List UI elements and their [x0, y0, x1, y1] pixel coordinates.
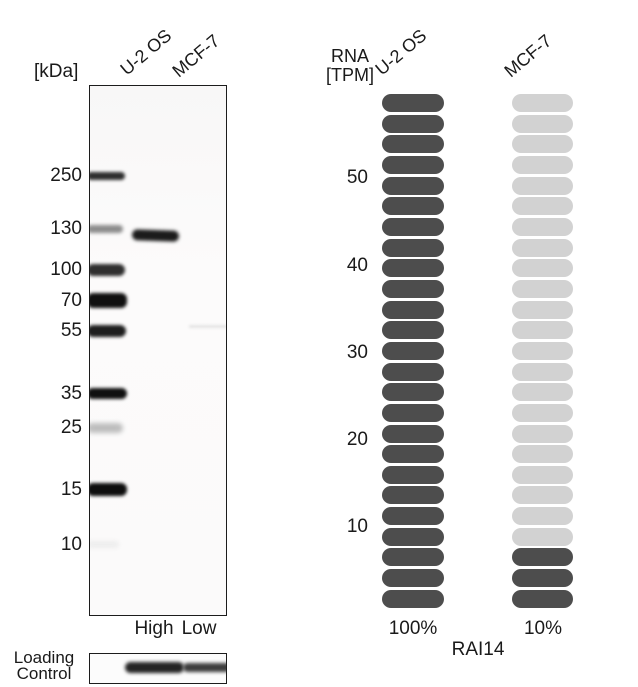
rna-tick-10: 10	[346, 516, 368, 537]
rna-segment-empty	[512, 507, 573, 526]
ladder-band-100kda	[90, 263, 125, 276]
rna-segment-empty	[512, 135, 573, 154]
rna-segment-filled	[512, 589, 573, 608]
rna-segment-empty	[512, 217, 573, 236]
percent-label-mcf7: 10%	[523, 618, 563, 639]
ladder-band-70kda	[90, 293, 127, 308]
rna-segment-empty	[512, 155, 573, 174]
rna-segment-filled	[382, 445, 444, 464]
rna-tick-50: 50	[346, 167, 368, 188]
abundance-label-high: High	[134, 618, 174, 639]
rna-segment-filled	[512, 548, 573, 567]
rna-segment-filled	[382, 403, 444, 422]
rna-segment-empty	[512, 176, 573, 195]
loading-control-label-line2: Control	[16, 664, 72, 683]
rna-tick-30: 30	[346, 342, 368, 363]
rna-segment-filled	[382, 507, 444, 526]
rna-segment-empty	[512, 527, 573, 546]
western-blot-image	[89, 85, 227, 616]
rna-segment-filled	[382, 548, 444, 567]
rna-segment-filled	[382, 300, 444, 319]
rna-bar-u-2-os	[382, 94, 444, 608]
rna-segment-filled	[382, 197, 444, 216]
loading-control-blot	[89, 653, 227, 684]
loading-control-band-2	[182, 662, 226, 672]
rna-segment-empty	[512, 197, 573, 216]
rna-segment-empty	[512, 445, 573, 464]
rna-segment-filled	[382, 424, 444, 443]
kda-marker-10: 10	[60, 534, 82, 555]
gel-lane-label-u2os: U-2 OS	[116, 25, 176, 80]
rna-segment-empty	[512, 341, 573, 360]
rna-segment-empty	[512, 279, 573, 298]
rna-segment-empty	[512, 403, 573, 422]
sample-band-u2os	[131, 228, 179, 242]
rna-segment-empty	[512, 238, 573, 257]
rna-segment-filled	[382, 238, 444, 257]
kda-marker-70: 70	[60, 290, 82, 311]
rna-segment-filled	[382, 589, 444, 608]
ladder-band-55kda	[90, 324, 126, 337]
kda-marker-15: 15	[60, 479, 82, 500]
rna-segment-filled	[382, 114, 444, 133]
ladder-band-10kda	[90, 541, 119, 548]
rna-segment-empty	[512, 321, 573, 340]
rna-tick-40: 40	[346, 255, 368, 276]
rna-segment-filled	[512, 569, 573, 588]
abundance-label-low: Low	[181, 618, 217, 639]
rna-segment-filled	[382, 341, 444, 360]
rna-segment-filled	[382, 217, 444, 236]
rna-segment-empty	[512, 486, 573, 505]
kda-marker-25: 25	[60, 417, 82, 438]
rna-segment-empty	[512, 362, 573, 381]
rna-segment-empty	[512, 424, 573, 443]
ladder-band-25kda	[90, 422, 123, 433]
rna-segment-filled	[382, 259, 444, 278]
gel-lane-label-mcf7: MCF-7	[168, 30, 224, 82]
rna-lane-label-mcf7: MCF-7	[500, 30, 556, 82]
ladder-band-15kda	[90, 483, 127, 496]
rna-segment-filled	[382, 155, 444, 174]
percent-label-u2os: 100%	[388, 618, 438, 639]
rna-segment-filled	[382, 321, 444, 340]
loading-control-band-1	[124, 661, 184, 673]
rna-segment-empty	[512, 465, 573, 484]
rna-segment-empty	[512, 300, 573, 319]
rna-axis-label-line2: [TPM]	[326, 65, 374, 85]
rna-axis-label: RNA [TPM]	[320, 47, 380, 85]
kda-unit-label: [kDa]	[34, 61, 79, 82]
kda-marker-35: 35	[60, 383, 82, 404]
rna-segment-filled	[382, 176, 444, 195]
loading-control-label-line1: Loading	[13, 648, 75, 667]
rna-bar-mcf-7	[512, 94, 573, 608]
ladder-band-130kda	[90, 224, 123, 233]
rna-segment-filled	[382, 527, 444, 546]
rna-tick-20: 20	[346, 429, 368, 450]
gene-name-label: RAI14	[451, 639, 505, 660]
ladder-band-250kda	[90, 171, 125, 180]
rna-segment-filled	[382, 569, 444, 588]
rna-segment-empty	[512, 114, 573, 133]
loading-control-label: Loading Control	[6, 648, 82, 683]
kda-marker-55: 55	[60, 320, 82, 341]
rna-segment-filled	[382, 94, 444, 112]
rna-segment-filled	[382, 279, 444, 298]
rna-segment-filled	[382, 135, 444, 154]
faint-artifact-band	[188, 324, 226, 328]
rna-axis-label-line1: RNA	[330, 46, 369, 66]
ladder-band-35kda	[90, 388, 127, 399]
kda-marker-130: 130	[50, 218, 82, 239]
rna-segment-empty	[512, 383, 573, 402]
rna-segment-filled	[382, 383, 444, 402]
rna-segment-empty	[512, 259, 573, 278]
kda-marker-100: 100	[50, 259, 82, 280]
rna-segment-filled	[382, 465, 444, 484]
rna-segment-empty	[512, 94, 573, 112]
kda-marker-250: 250	[50, 165, 82, 186]
rna-segment-filled	[382, 486, 444, 505]
rna-segment-filled	[382, 362, 444, 381]
